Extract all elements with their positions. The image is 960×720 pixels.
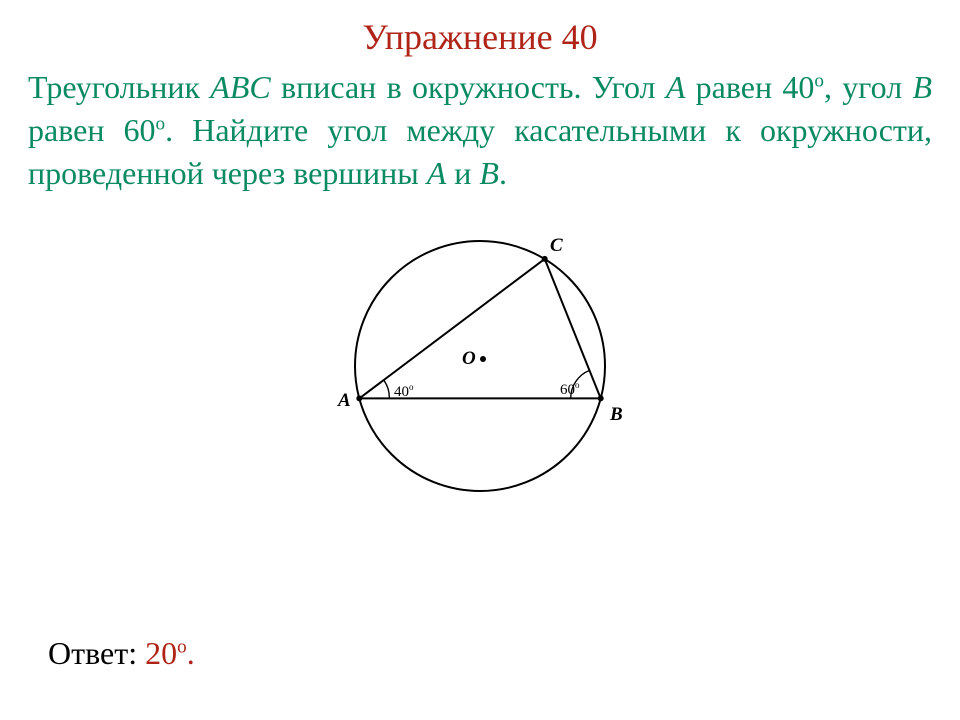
vertex-b2: B [479, 155, 499, 191]
degree-sup: o [814, 70, 824, 91]
point-b-dot [598, 395, 604, 401]
problem-part: равен 40 [685, 69, 814, 105]
angle-60-num: 60 [560, 382, 575, 398]
label-o: O [462, 348, 476, 369]
angle-40-deg: o [409, 382, 414, 392]
slide-page: Упражнение 40 Треугольник ABC вписан в о… [0, 0, 960, 720]
answer-line: Ответ: 20o. [48, 635, 195, 672]
circumscribed-circle [355, 241, 605, 491]
problem-part: Треугольник [28, 69, 210, 105]
problem-part: и [446, 155, 479, 191]
answer-label: Ответ: [48, 635, 145, 671]
point-c-dot [542, 255, 548, 261]
problem-part: вписан в окружность. Угол [271, 69, 666, 105]
side-bc [545, 258, 601, 398]
problem-text: Треугольник ABC вписан в окружность. Уго… [28, 66, 932, 196]
label-a: A [337, 390, 351, 411]
vertex-a2: A [427, 155, 447, 191]
problem-part: , угол [824, 69, 912, 105]
answer-period: . [187, 635, 195, 671]
problem-part: . [499, 155, 507, 191]
answer-degree-sup: o [177, 636, 187, 657]
angle-60-label: 60o [560, 380, 580, 398]
angle-40-label: 40o [394, 382, 414, 400]
angle-40-num: 40 [394, 384, 409, 400]
answer-value: 20 [145, 635, 177, 671]
label-b: B [609, 404, 623, 425]
degree-sup: o [156, 114, 166, 135]
triangle-abc: ABC [210, 69, 270, 105]
point-a-dot [356, 395, 362, 401]
problem-part: равен 60 [28, 112, 156, 148]
vertex-a: A [666, 69, 686, 105]
geometry-diagram: A B C O 40o 60o [280, 216, 680, 506]
angle-60-deg: o [575, 380, 580, 390]
label-c: C [550, 235, 563, 256]
angle-arc-a [384, 380, 390, 398]
side-ca [359, 258, 544, 398]
vertex-b: B [912, 69, 932, 105]
center-dot [480, 356, 486, 362]
exercise-title: Упражнение 40 [28, 16, 932, 58]
